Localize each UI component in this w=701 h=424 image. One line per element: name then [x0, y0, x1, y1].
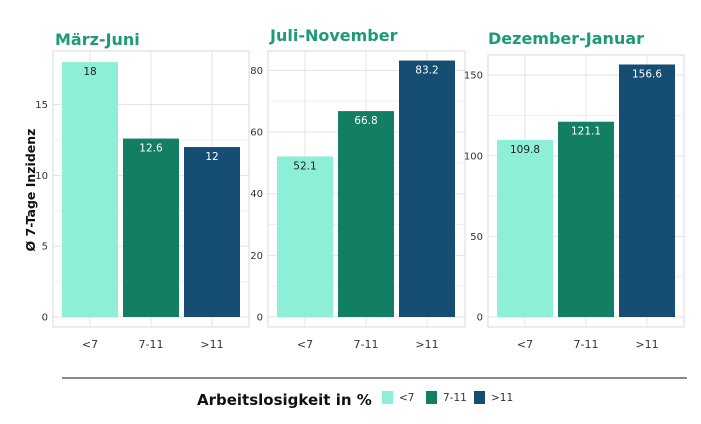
y-tick-label: 10 [35, 171, 48, 182]
bar-7-11 [123, 138, 179, 317]
bar-7-11 [558, 121, 614, 317]
bar->11 [184, 147, 240, 317]
legend-label: 7-11 [443, 392, 467, 404]
y-tick-label: 150 [464, 71, 483, 82]
y-tick-label: 60 [250, 128, 263, 139]
bar-<7 [497, 139, 553, 317]
bar->11 [399, 60, 455, 317]
panel-title: März-Juni [55, 30, 140, 49]
y-tick-label: 0 [477, 313, 483, 324]
x-tick-label: 7-11 [354, 338, 379, 351]
legend-item: <7 [382, 391, 414, 404]
bar-<7 [277, 156, 333, 317]
panel-2: 0 20 40 60 80 52.1 <7 66.8 7-11 83.2 >11 Juli-Novem… [250, 26, 466, 351]
x-tick-label: >11 [415, 338, 438, 351]
panel-title: Dezember-Januar [488, 29, 644, 48]
x-tick-label: <7 [82, 338, 98, 351]
bar-value-label: 83.2 [415, 65, 438, 77]
panel-3: 0 50 100 150 109.8 <7 121.1 7-11 156.6 >11 Dezembe… [464, 29, 685, 351]
bar-value-label: 156.6 [632, 68, 662, 80]
bar-value-label: 12.6 [139, 143, 163, 155]
y-tick-label: 40 [250, 189, 263, 200]
legend-label: >11 [491, 392, 513, 404]
x-tick-label: 7-11 [139, 338, 164, 351]
y-tick-label: 100 [464, 151, 483, 162]
panel-title: Juli-November [269, 26, 398, 45]
x-tick-label: >11 [635, 338, 658, 351]
y-tick-label: 80 [250, 66, 263, 77]
x-tick-label: 7-11 [574, 338, 599, 351]
bar-value-label: 52.1 [293, 160, 316, 172]
y-axis-label: Ø 7-Tage Inzidenz [23, 129, 38, 252]
x-tick-label: <7 [297, 338, 313, 351]
legend-swatch [474, 391, 485, 404]
bar-value-label: 18 [83, 66, 96, 78]
bar-value-label: 121.1 [571, 126, 601, 138]
bar-value-label: 66.8 [354, 115, 377, 127]
legend-title: Arbeitslosigkeit in % [197, 391, 372, 409]
y-tick-label: 20 [250, 251, 263, 262]
panel-1: 0 5 10 15 18 <7 12.6 7-11 12 >11 März-Juni [35, 30, 250, 351]
y-tick-label: 15 [35, 100, 48, 111]
legend-item: 7-11 [426, 391, 467, 404]
y-tick-label: 5 [42, 242, 48, 253]
bar->11 [619, 64, 675, 317]
legend-label: <7 [399, 392, 414, 404]
x-tick-label: >11 [200, 338, 223, 351]
y-tick-label: 50 [470, 232, 483, 243]
legend: <7 7-11 >11 [382, 391, 513, 404]
legend-swatch [382, 391, 393, 404]
bar-value-label: 12 [205, 151, 218, 163]
bar-<7 [62, 62, 118, 317]
y-tick-label: 0 [42, 313, 48, 324]
y-tick-label: 0 [257, 313, 263, 324]
x-tick-label: <7 [517, 338, 533, 351]
bar-value-label: 109.8 [510, 144, 540, 156]
legend-item: >11 [474, 391, 513, 404]
legend-swatch [426, 391, 437, 404]
bar-7-11 [338, 111, 394, 318]
chart-panels: 0 5 10 15 18 <7 12.6 7-11 12 >11 März-Juni 0 20 40 60 8… [35, 26, 685, 351]
